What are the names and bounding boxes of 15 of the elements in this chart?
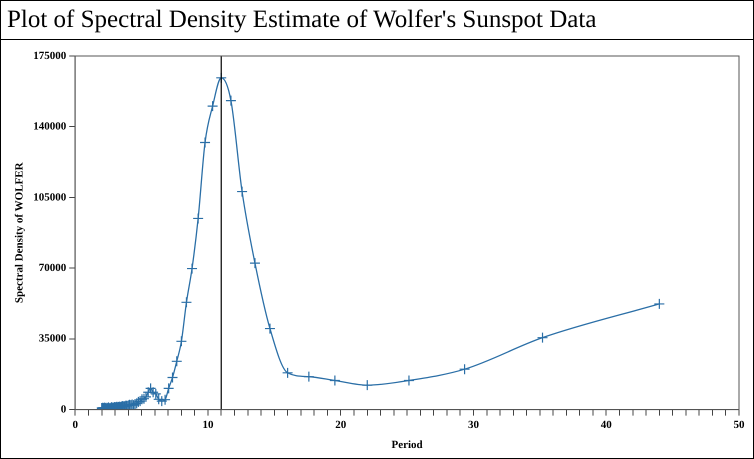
x-tick-label: 20: [335, 419, 347, 432]
x-tick-label: 0: [72, 419, 78, 432]
x-tick-label: 10: [202, 419, 214, 432]
chart-title: Plot of Spectral Density Estimate of Wolfer's Sunspot Data: [1, 1, 753, 40]
y-tick-label: 140000: [33, 120, 67, 133]
x-tick-label: 30: [468, 419, 480, 432]
x-tick-label: 40: [600, 419, 612, 432]
y-tick-label: 70000: [38, 262, 67, 274]
x-tick-label: 50: [734, 419, 745, 432]
x-axis-title: Period: [392, 439, 423, 452]
y-tick-label: 105000: [33, 191, 67, 204]
y-tick-label: 175000: [33, 50, 67, 62]
y-axis-title: Spectral Density of WOLFER: [13, 161, 26, 304]
y-tick-label: 35000: [38, 332, 67, 345]
y-tick-label: 0: [60, 403, 67, 416]
